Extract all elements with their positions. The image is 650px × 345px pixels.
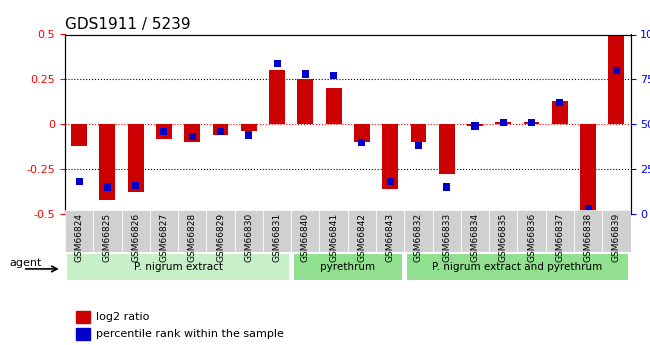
Text: log2 ratio: log2 ratio: [96, 312, 150, 322]
Text: GSM66829: GSM66829: [216, 213, 225, 262]
Bar: [382, 124, 398, 189]
Text: agent: agent: [10, 258, 42, 268]
Bar: [185, 124, 200, 142]
Bar: [291, 210, 320, 252]
FancyBboxPatch shape: [66, 253, 290, 282]
Text: GSM66841: GSM66841: [329, 213, 338, 262]
Bar: [320, 210, 348, 252]
Bar: [461, 210, 489, 252]
Bar: [245, 131, 252, 139]
Bar: [613, 67, 620, 74]
Bar: [439, 124, 454, 175]
Bar: [156, 124, 172, 139]
Text: GSM66839: GSM66839: [612, 213, 621, 262]
Bar: [235, 210, 263, 252]
Text: GSM66824: GSM66824: [75, 213, 84, 262]
Bar: [404, 210, 433, 252]
Bar: [75, 178, 83, 185]
Bar: [94, 210, 122, 252]
Text: P. nigrum extract and pyrethrum: P. nigrum extract and pyrethrum: [432, 263, 603, 272]
Bar: [411, 124, 426, 142]
Bar: [495, 122, 511, 124]
Bar: [348, 210, 376, 252]
Bar: [489, 210, 517, 252]
Bar: [72, 124, 87, 146]
Bar: [150, 210, 178, 252]
Bar: [263, 210, 291, 252]
Bar: [188, 133, 196, 140]
Bar: [556, 99, 564, 106]
Bar: [387, 178, 394, 185]
Text: GSM66834: GSM66834: [471, 213, 480, 262]
Bar: [207, 210, 235, 252]
Bar: [467, 124, 483, 126]
Bar: [528, 119, 535, 126]
Bar: [517, 210, 546, 252]
Bar: [584, 205, 592, 212]
Bar: [354, 124, 370, 142]
Text: GSM66832: GSM66832: [414, 213, 423, 262]
Text: GSM66840: GSM66840: [301, 213, 310, 262]
Bar: [128, 124, 144, 193]
Bar: [376, 210, 404, 252]
Bar: [178, 210, 207, 252]
Text: GSM66833: GSM66833: [442, 213, 451, 262]
Text: P. nigrum extract: P. nigrum extract: [134, 263, 222, 272]
Text: GSM66830: GSM66830: [244, 213, 254, 262]
Bar: [326, 88, 341, 124]
Text: GSM66825: GSM66825: [103, 213, 112, 262]
Bar: [545, 210, 574, 252]
Bar: [104, 184, 111, 190]
Bar: [580, 124, 596, 214]
Bar: [241, 124, 257, 131]
Text: pyrethrum: pyrethrum: [320, 263, 375, 272]
Text: GSM66842: GSM66842: [358, 213, 367, 262]
Bar: [65, 210, 94, 252]
Text: GSM66843: GSM66843: [385, 213, 395, 262]
Bar: [574, 210, 602, 252]
Bar: [213, 124, 228, 135]
Bar: [433, 210, 461, 252]
Bar: [76, 328, 90, 340]
FancyBboxPatch shape: [292, 253, 403, 282]
Bar: [99, 124, 115, 199]
Bar: [76, 310, 90, 323]
Bar: [471, 122, 478, 130]
Text: GSM66838: GSM66838: [584, 213, 593, 262]
Bar: [415, 142, 422, 149]
Text: GSM66827: GSM66827: [159, 213, 168, 262]
Text: GSM66828: GSM66828: [188, 213, 197, 262]
Bar: [269, 70, 285, 124]
Text: GSM66831: GSM66831: [272, 213, 281, 262]
Bar: [161, 128, 168, 135]
Text: percentile rank within the sample: percentile rank within the sample: [96, 329, 284, 339]
Bar: [330, 72, 337, 79]
Text: GSM66826: GSM66826: [131, 213, 140, 262]
Text: GSM66835: GSM66835: [499, 213, 508, 262]
Bar: [298, 79, 313, 124]
Bar: [217, 128, 224, 135]
Text: GSM66837: GSM66837: [555, 213, 564, 262]
Text: GSM66836: GSM66836: [527, 213, 536, 262]
Text: GDS1911 / 5239: GDS1911 / 5239: [65, 17, 190, 32]
Bar: [443, 184, 450, 190]
Bar: [132, 181, 139, 189]
Bar: [552, 101, 567, 124]
Bar: [500, 119, 507, 126]
Bar: [608, 0, 624, 124]
FancyBboxPatch shape: [406, 253, 629, 282]
Bar: [602, 210, 630, 252]
Bar: [358, 139, 365, 146]
Bar: [524, 122, 539, 124]
Bar: [302, 70, 309, 78]
Bar: [274, 60, 281, 67]
Bar: [122, 210, 150, 252]
